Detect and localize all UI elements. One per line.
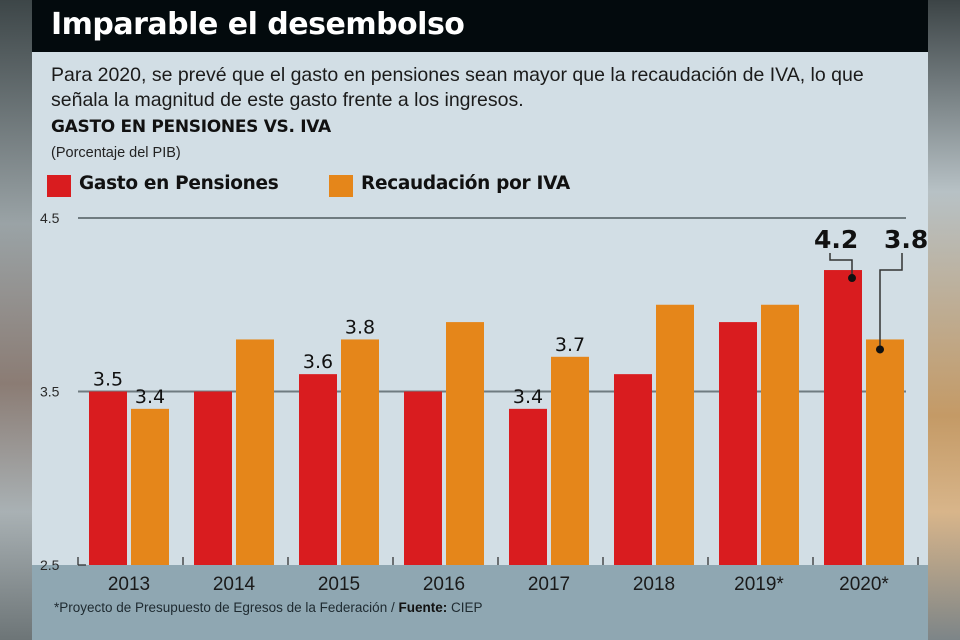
bar-pensiones bbox=[509, 408, 547, 565]
callout-dot-iva bbox=[876, 345, 884, 354]
x-tick-label: 2017 bbox=[528, 574, 570, 595]
data-label: 3.5 bbox=[93, 369, 123, 391]
x-tick-label: 2013 bbox=[108, 574, 150, 595]
background-right bbox=[928, 0, 960, 640]
bar-iva bbox=[551, 356, 589, 565]
callout-line-pensiones bbox=[829, 253, 853, 279]
data-label: 3.4 bbox=[135, 386, 165, 408]
bar-pensiones bbox=[194, 391, 232, 565]
data-label: 3.7 bbox=[555, 334, 585, 356]
bar-pensiones bbox=[614, 374, 652, 565]
infographic-panel: Imparable el desembolso Para 2020, se pr… bbox=[32, 0, 928, 640]
bar-pensiones bbox=[89, 391, 127, 565]
bar-iva bbox=[656, 304, 694, 565]
footnote-source: CIEP bbox=[447, 600, 483, 615]
x-tick-label: 2016 bbox=[423, 574, 465, 595]
bar-iva bbox=[761, 304, 799, 565]
data-label: 3.8 bbox=[345, 316, 375, 338]
header-bar: Imparable el desembolso bbox=[32, 0, 928, 52]
callout-label-iva: 3.8% bbox=[884, 225, 928, 254]
legend-swatch-iva bbox=[329, 175, 353, 197]
y-tick-label: 4.5 bbox=[40, 210, 60, 226]
legend-swatch-pensiones bbox=[47, 175, 71, 197]
x-tick-label: 2015 bbox=[318, 574, 360, 595]
subtitle-text: Para 2020, se prevé que el gasto en pens… bbox=[51, 64, 864, 111]
bar-chart: 2.5 3.5 4.5 3.5 3.4 3.6 3.8 3.4 3.7 4.2 3.8% 2013… bbox=[40, 210, 928, 595]
footnote-note: *Proyecto de Presupuesto de Egresos de l… bbox=[54, 600, 399, 615]
background-left bbox=[0, 0, 32, 640]
bar-iva bbox=[446, 322, 484, 565]
bar-iva bbox=[131, 408, 169, 565]
footnote: *Proyecto de Presupuesto de Egresos de l… bbox=[54, 600, 482, 615]
legend-label-iva: Recaudación por IVA bbox=[361, 173, 570, 194]
bar-pensiones bbox=[299, 374, 337, 565]
callout-line-iva bbox=[879, 253, 903, 350]
data-labels: 3.5 3.4 3.6 3.8 3.4 3.7 4.2 3.8% bbox=[93, 225, 928, 408]
bar-pensiones bbox=[824, 270, 862, 565]
bar-pensiones bbox=[719, 322, 757, 565]
x-axis: 2013 2014 2015 2016 2017 2018 2019* 2020* bbox=[77, 557, 919, 595]
bar-iva bbox=[236, 339, 274, 565]
data-label: 3.4 bbox=[513, 386, 543, 408]
chart-title: GASTO EN PENSIONES VS. IVA bbox=[51, 117, 331, 137]
x-tick-label: 2014 bbox=[213, 574, 256, 595]
legend-label-pensiones: Gasto en Pensiones bbox=[79, 173, 279, 194]
y-tick-label: 2.5 bbox=[40, 557, 60, 573]
bar-iva bbox=[341, 339, 379, 565]
callout-label-pensiones: 4.2 bbox=[814, 225, 858, 254]
data-label: 3.6 bbox=[303, 351, 333, 373]
x-tick-label: 2019* bbox=[734, 574, 784, 595]
bar-pensiones bbox=[404, 391, 442, 565]
chart-unit-label: (Porcentaje del PIB) bbox=[51, 145, 181, 161]
x-tick-label: 2020* bbox=[839, 574, 889, 595]
page-title: Imparable el desembolso bbox=[51, 7, 465, 42]
y-tick-label: 3.5 bbox=[40, 384, 60, 400]
x-tick-label: 2018 bbox=[633, 574, 675, 595]
bars bbox=[89, 270, 904, 565]
footnote-source-label: Fuente: bbox=[398, 600, 448, 615]
callout-dot-pensiones bbox=[848, 274, 856, 283]
bar-iva bbox=[866, 339, 904, 565]
